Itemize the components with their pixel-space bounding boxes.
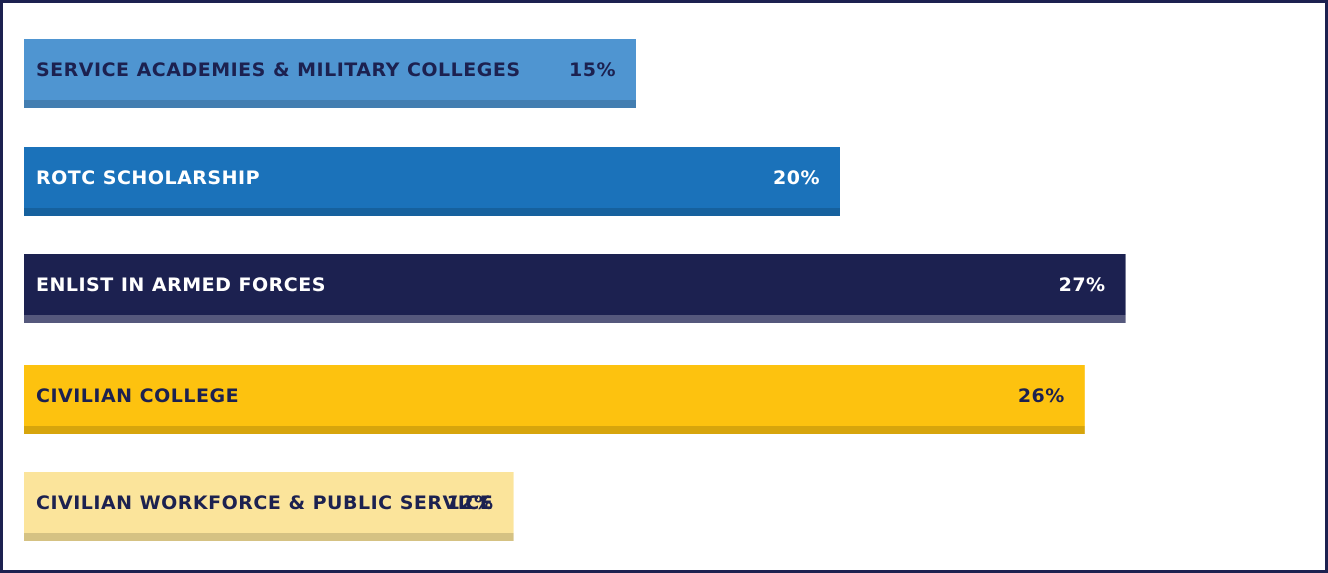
bar-shadow: [24, 315, 1126, 323]
bar-shadow: [24, 426, 1085, 434]
bar: [24, 254, 1126, 323]
bar-label: CIVILIAN COLLEGE: [36, 385, 239, 407]
bar: [24, 365, 1085, 434]
value-label: 26%: [1018, 385, 1065, 407]
value-label: 27%: [1059, 274, 1106, 296]
bar-label: CIVILIAN WORKFORCE & PUBLIC SERVICE: [36, 492, 493, 514]
bar-label: ROTC SCHOLARSHIP: [36, 167, 260, 189]
bar: [24, 147, 840, 216]
value-label: 20%: [773, 167, 820, 189]
bar-shadow: [24, 100, 636, 108]
bar: [24, 472, 514, 541]
bar-label: SERVICE ACADEMIES & MILITARY COLLEGES: [36, 59, 521, 81]
bar-shadow: [24, 208, 840, 216]
bar-label: ENLIST IN ARMED FORCES: [36, 274, 326, 296]
bar: [24, 39, 636, 108]
value-label: 15%: [569, 59, 616, 81]
bar-shadow: [24, 533, 514, 541]
value-label: 12%: [447, 492, 494, 514]
